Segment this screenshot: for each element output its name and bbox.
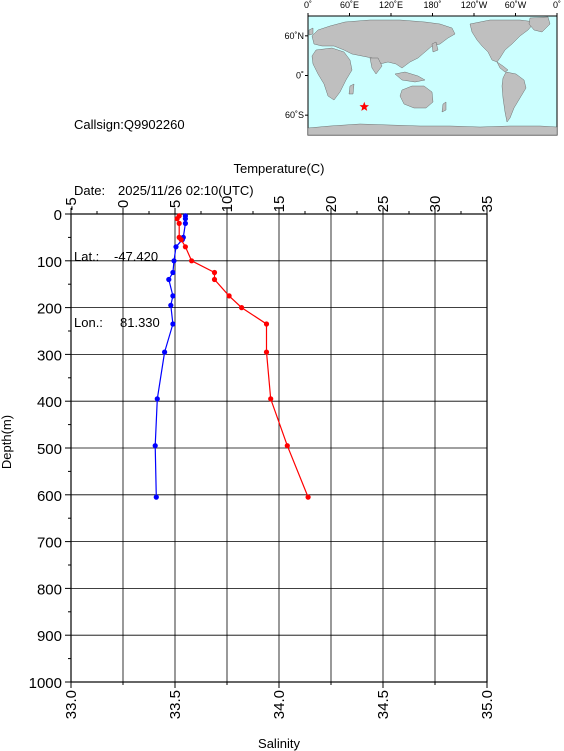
temperature-tick-label: -5: [63, 197, 80, 210]
depth-tick-label: 100: [37, 254, 62, 271]
temperature-point: [153, 494, 159, 500]
depth-tick-label: 400: [37, 394, 62, 411]
depth-axis-label: Depth(m): [0, 415, 14, 469]
depth-tick-label: 700: [37, 535, 62, 552]
salinity-tick-label: 34.0: [271, 690, 288, 719]
salinity-point: [268, 396, 274, 402]
callsign-value: Q9902260: [123, 117, 185, 132]
depth-tick-label: 300: [37, 347, 62, 364]
date-value: 2025/11/26 02:10(UTC): [118, 183, 254, 198]
salinity-tick-label: 33.0: [63, 690, 80, 719]
lat-label: Lat.:: [74, 249, 100, 264]
temperature-point: [166, 276, 172, 283]
temperature-tick-label: 30: [427, 196, 444, 213]
depth-tick-label: 800: [37, 581, 62, 598]
lat-row: Lat.: -47.420: [74, 246, 254, 268]
date-label: Date:: [74, 183, 106, 198]
temperature-point: [170, 293, 176, 299]
callsign-label: Callsign:: [74, 117, 124, 132]
temperature-point: [182, 216, 188, 222]
temperature-point: [152, 443, 158, 449]
temperature-point: [162, 349, 168, 355]
temperature-point: [182, 220, 188, 226]
salinity-point: [178, 237, 184, 243]
salinity-point: [226, 293, 232, 299]
salinity-tick-labels: 33.0 33.5 34.0 34.5 35.0: [63, 690, 496, 719]
temperature-axis-label: Temperature(C): [233, 161, 324, 176]
temperature-tick-label: 0: [115, 200, 132, 208]
depth-tick-labels: 0 100 200 300 400 500 600 700 800 900 1000: [29, 207, 62, 692]
salinity-tick-label: 34.5: [375, 690, 392, 719]
temperature-tick-label: 15: [271, 196, 288, 213]
temperature-point: [173, 244, 179, 250]
salinity-point: [182, 244, 188, 250]
salinity-point: [174, 216, 180, 222]
temperature-point: [171, 258, 177, 264]
date-row: Date: 2025/11/26 02:10(UTC): [74, 180, 254, 202]
salinity-series-line: [176, 215, 309, 498]
lat-value: -47.420: [114, 249, 159, 264]
salinity-point: [263, 321, 270, 327]
depth-tick-label: 600: [37, 488, 62, 505]
lon-row: Lon.: 81.330: [74, 312, 254, 334]
temperature-series-line: [154, 215, 186, 498]
salinity-point: [263, 349, 270, 355]
depth-tick-label: 200: [37, 301, 62, 318]
depth-tick-label: 1000: [29, 675, 62, 692]
salinity-point: [239, 305, 245, 311]
chart-grid: [70, 213, 488, 683]
salinity-tick-label: 35.0: [479, 690, 496, 719]
lon-label: Lon.:: [74, 315, 103, 330]
temperature-tick-label: 20: [323, 196, 340, 213]
depth-tick-label: 0: [54, 207, 62, 224]
temperature-tick-labels: -5 0 5 10 15 20 25 30 35: [63, 196, 496, 213]
temperature-point: [170, 269, 176, 276]
salinity-point: [176, 220, 182, 226]
salinity-axis-label: Salinity: [258, 736, 300, 751]
callsign-row: Callsign: Q9902260: [74, 114, 254, 136]
temperature-tick-label: 35: [479, 196, 496, 213]
salinity-tick-label: 33.5: [167, 690, 184, 719]
series-layer: [152, 213, 311, 500]
salinity-point: [211, 269, 218, 276]
temperature-tick-label: 10: [219, 196, 236, 213]
salinity-point: [211, 276, 218, 283]
salinity-point: [284, 443, 290, 449]
station-info: Callsign: Q9902260 Date: 2025/11/26 02:10(…: [74, 70, 254, 356]
salinity-point: [189, 258, 195, 264]
temperature-tick-label: 25: [375, 196, 392, 213]
salinity-point: [305, 494, 311, 500]
lon-value: 81.330: [120, 315, 160, 330]
temperature-point: [168, 302, 174, 308]
temperature-point: [154, 396, 160, 402]
chart-ticks: [65, 208, 488, 688]
temperature-tick-label: 5: [167, 200, 184, 208]
temperature-point: [170, 321, 176, 327]
depth-tick-label: 900: [37, 628, 62, 645]
depth-tick-label: 500: [37, 441, 62, 458]
